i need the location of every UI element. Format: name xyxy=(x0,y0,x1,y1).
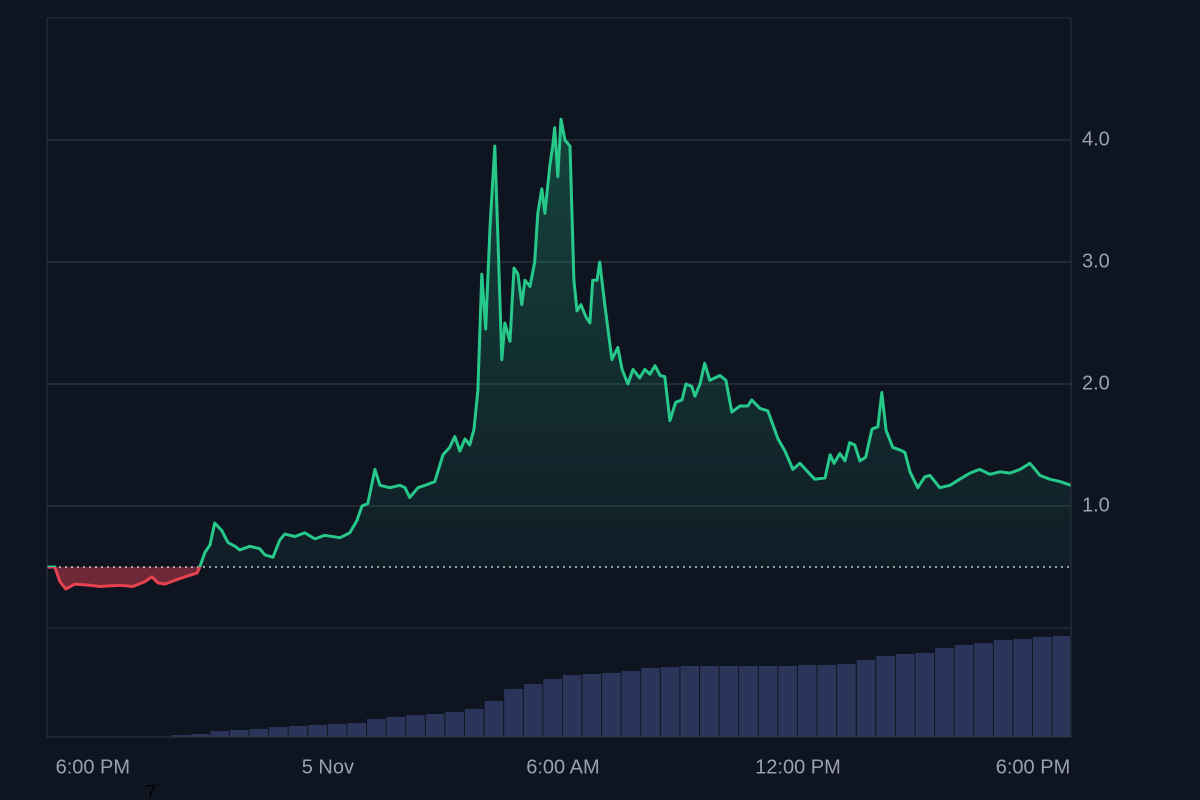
price-area xyxy=(47,119,1071,590)
volume-bar xyxy=(445,712,464,737)
volume-bar xyxy=(229,730,249,737)
volume-bar xyxy=(1013,639,1033,737)
volume-bar xyxy=(327,724,347,737)
y-tick-label: 1.0 xyxy=(1082,494,1110,516)
volume-bar xyxy=(954,645,974,737)
volume-bar xyxy=(856,660,876,737)
volume-bar xyxy=(621,671,641,737)
volume-bar xyxy=(993,640,1013,737)
volume-bar xyxy=(1033,637,1052,737)
volume-bar xyxy=(171,735,190,737)
volume-bar xyxy=(484,701,504,737)
volume-bar xyxy=(602,673,621,737)
y-tick-label: 2.0 xyxy=(1082,372,1110,394)
volume-bar xyxy=(386,717,406,737)
volume-bar xyxy=(935,648,954,737)
volume-bar xyxy=(700,666,719,737)
x-tick-label: 12:00 PM xyxy=(755,756,841,778)
volume-bar xyxy=(915,653,935,737)
volume-bar xyxy=(288,726,308,737)
x-tick-label: 5 Nov xyxy=(302,756,354,778)
volume-bar xyxy=(837,664,856,737)
volume xyxy=(171,636,1070,737)
x-tick-label: 6:00 PM xyxy=(56,756,130,778)
volume-bar xyxy=(876,656,895,737)
volume-bar xyxy=(680,666,700,737)
volume-bar xyxy=(562,675,582,737)
volume-bar xyxy=(641,668,660,737)
volume-bar xyxy=(719,666,739,737)
volume-bar xyxy=(974,643,993,737)
volume-bar xyxy=(406,715,425,737)
volume-bar xyxy=(308,725,327,737)
volume-bar xyxy=(543,679,562,737)
volume-bar xyxy=(464,709,484,737)
annotation: 7 xyxy=(146,782,156,800)
volume-bar xyxy=(210,731,229,737)
volume-bar xyxy=(269,727,288,737)
volume-bar xyxy=(797,665,817,737)
volume-bar xyxy=(249,729,269,737)
volume-bar xyxy=(504,689,523,737)
volume-bar xyxy=(660,667,680,737)
volume-bar xyxy=(778,666,797,737)
volume-bar xyxy=(367,719,386,737)
volume-bar xyxy=(1052,636,1070,737)
volume-bar xyxy=(817,665,837,737)
x-tick-label: 6:00 PM xyxy=(996,756,1070,778)
y-tick-label: 3.0 xyxy=(1082,250,1110,272)
volume-bar xyxy=(758,666,778,737)
volume-bar xyxy=(347,723,367,737)
volume-bar xyxy=(190,734,210,737)
volume-bar xyxy=(895,654,915,737)
y-tick-label: 4.0 xyxy=(1082,128,1110,150)
volume-bar xyxy=(425,714,445,737)
x-tick-label: 6:00 AM xyxy=(526,756,599,778)
volume-bar xyxy=(523,684,543,737)
plot xyxy=(47,117,1072,591)
volume-bar xyxy=(582,674,602,737)
volume-bar xyxy=(739,666,758,737)
price-line xyxy=(47,117,1072,591)
